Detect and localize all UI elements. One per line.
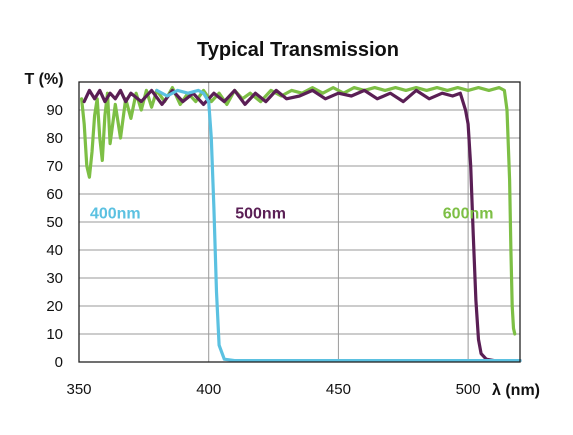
x-tick-label: 400 (196, 381, 221, 398)
series-label-400nm: 400nm (90, 206, 141, 223)
x-tick-labels: 350400450500550 (66, 381, 481, 398)
y-tick-label: 50 (46, 214, 63, 231)
y-tick-label: 20 (46, 298, 63, 315)
y-axis-label: T (%) (24, 71, 63, 88)
chart-title: Typical Transmission (197, 39, 399, 61)
x-axis-label: λ (nm) (492, 382, 540, 399)
x-tick-label: 450 (326, 381, 351, 398)
y-tick-label: 10 (46, 326, 63, 343)
series-label-600nm: 600nm (443, 206, 494, 223)
plot-frame (78, 81, 521, 363)
y-tick-label: 60 (46, 186, 63, 203)
series-lines (79, 85, 522, 363)
y-tick-label: 40 (46, 242, 63, 259)
series-line-400nm (155, 88, 522, 363)
y-tick-label: 90 (46, 102, 63, 119)
y-tick-label: 70 (46, 158, 63, 175)
y-tick-label: 0 (55, 354, 63, 371)
x-tick-label: 500 (456, 381, 481, 398)
series-line-500nm (82, 88, 522, 363)
gridlines (79, 81, 520, 362)
series-label-500nm: 500nm (235, 206, 286, 223)
y-tick-label: 80 (46, 130, 63, 147)
series-line-600nm (79, 85, 517, 336)
series-labels: 400nm 500nm 600nm (90, 206, 494, 223)
y-tick-label: 30 (46, 270, 63, 287)
x-tick-label: 350 (66, 381, 91, 398)
y-tick-labels: 0 10 20 30 40 50 60 70 80 90 (46, 102, 63, 371)
